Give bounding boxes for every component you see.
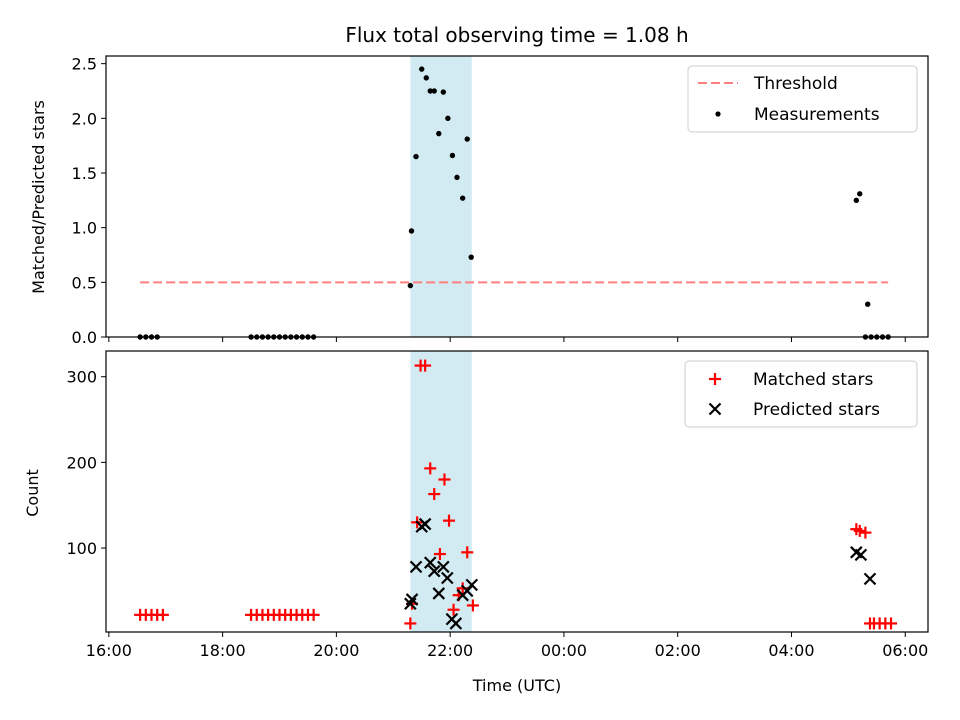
count-legend: Matched stars Predicted stars xyxy=(684,360,918,428)
matched-star-marker xyxy=(424,462,437,475)
predicted-star-marker xyxy=(409,560,423,574)
ratio-y-label: Matched/Predicted stars xyxy=(29,100,48,294)
measurement-point xyxy=(408,228,415,234)
y-tick-label: 300 xyxy=(66,368,97,387)
x-axis-label: Time (UTC) xyxy=(472,676,561,695)
measurement-point xyxy=(853,197,860,204)
predicted-star-marker xyxy=(423,556,437,569)
measurement-point xyxy=(440,89,447,95)
y-tick-label: 2.0 xyxy=(72,109,97,128)
y-tick-label: 100 xyxy=(66,539,97,558)
measurement-point xyxy=(459,195,466,201)
matched-star-marker xyxy=(461,546,474,559)
predicted-star-marker xyxy=(854,548,868,562)
measurement-point xyxy=(413,153,419,160)
measurement-point xyxy=(419,66,425,72)
y-tick-label: 1.0 xyxy=(72,219,97,238)
legend-measurement-swatch xyxy=(715,111,721,117)
x-tick-label: 06:00 xyxy=(882,641,928,660)
measurement-point xyxy=(423,75,429,81)
matched-star-marker xyxy=(419,359,432,372)
measurement-point xyxy=(468,254,474,260)
predicted-star-marker xyxy=(437,560,450,574)
measurement-point xyxy=(449,152,456,159)
predicted-star-marker xyxy=(441,571,454,585)
predicted-star-marker xyxy=(432,587,446,600)
y-tick-label: 2.5 xyxy=(72,55,97,74)
measurement-point xyxy=(436,130,442,137)
x-tick-label: 16:00 xyxy=(86,641,132,660)
matched-star-marker xyxy=(433,548,446,561)
measurement-point xyxy=(407,282,414,289)
y-tick-label: 0.0 xyxy=(72,328,97,347)
matched-star-marker xyxy=(307,608,320,621)
legend-matched-label: Matched stars xyxy=(753,370,873,390)
matched-star-marker xyxy=(443,514,456,527)
x-tick-label: 18:00 xyxy=(200,641,246,660)
measurement-point xyxy=(445,115,451,122)
legend-predicted-label: Predicted stars xyxy=(753,400,880,420)
count-legend-box xyxy=(684,360,918,428)
measurement-point xyxy=(857,191,863,197)
ratio-y-axis: 0.0 0.5 1.0 1.5 2.0 2.5 xyxy=(72,55,106,347)
legend-threshold-label: Threshold xyxy=(753,74,838,94)
matched-star-marker xyxy=(438,473,451,486)
matched-star-marker xyxy=(456,582,469,595)
matched-star-marker xyxy=(447,603,460,616)
legend-measurement-label: Measurements xyxy=(754,105,880,125)
legend-matched-swatch xyxy=(709,373,721,385)
ratio-panel: 0.0 0.5 1.0 1.5 2.0 2.5 Matched/Predicted sta… xyxy=(29,55,929,347)
legend-predicted-swatch xyxy=(708,402,722,416)
count-y-label: Count xyxy=(23,469,42,517)
matched-star-marker xyxy=(156,608,169,621)
ratio-x-ticks xyxy=(108,337,906,342)
measurement-point xyxy=(431,88,437,94)
count-panel-frame xyxy=(105,350,929,633)
x-tick-label: 00:00 xyxy=(541,641,587,660)
ratio-legend-box xyxy=(687,65,918,133)
x-tick-label: 20:00 xyxy=(313,641,359,660)
measurement-point xyxy=(427,88,433,94)
count-panel: 100 200 300 16:00 18:00 20:00 22:00 00:00 02:00… xyxy=(23,350,929,695)
ratio-panel-frame xyxy=(105,55,929,338)
x-tick-label: 04:00 xyxy=(768,641,814,660)
matched-star-marker xyxy=(404,617,417,630)
matched-star-marker xyxy=(428,488,441,501)
measurement-point xyxy=(865,301,871,307)
matched-star-marker xyxy=(885,617,898,630)
predicted-star-marker xyxy=(427,564,441,578)
ratio-legend: Threshold Measurements xyxy=(687,65,918,133)
predicted-star-markers xyxy=(404,517,877,630)
y-tick-label: 200 xyxy=(66,453,97,472)
y-tick-label: 1.5 xyxy=(72,164,97,183)
observing-span-lower xyxy=(410,351,472,632)
time-x-axis: 16:00 18:00 20:00 22:00 00:00 02:00 04:00 06:00 xyxy=(86,632,928,660)
predicted-star-marker xyxy=(863,572,877,586)
measurement-point xyxy=(464,136,470,142)
predicted-star-marker xyxy=(449,617,463,630)
predicted-star-marker xyxy=(418,517,432,531)
x-tick-label: 02:00 xyxy=(655,641,701,660)
figure-title: Flux total observing time = 1.08 h xyxy=(345,23,688,47)
highlight-span-rect xyxy=(410,351,472,632)
measurement-point xyxy=(454,174,460,181)
y-tick-label: 0.5 xyxy=(72,273,97,292)
predicted-star-marker xyxy=(465,578,479,592)
matched-star-marker xyxy=(466,599,479,612)
matched-star-marker xyxy=(853,524,866,537)
matched-star-marker xyxy=(859,526,872,539)
x-tick-label: 22:00 xyxy=(427,641,473,660)
count-y-axis: 100 200 300 xyxy=(66,368,106,558)
predicted-star-marker xyxy=(405,593,419,606)
